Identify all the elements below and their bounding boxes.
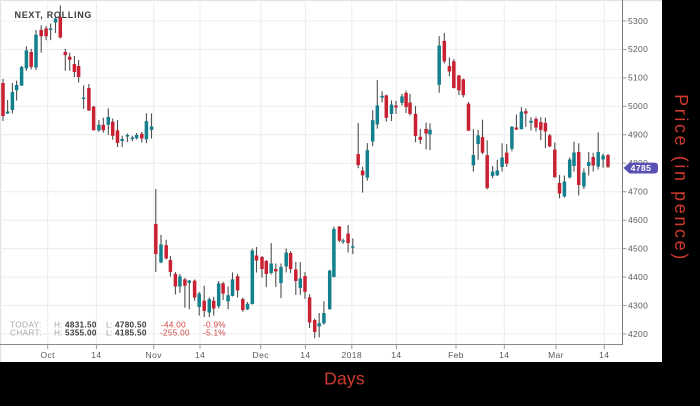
svg-text:4600: 4600 [628, 215, 648, 225]
svg-text:4300: 4300 [628, 300, 648, 310]
svg-text:4185.50: 4185.50 [115, 329, 147, 338]
svg-text:14: 14 [91, 350, 101, 360]
svg-text:14: 14 [195, 350, 205, 360]
svg-text:5100: 5100 [628, 73, 648, 83]
svg-text:5000: 5000 [628, 101, 648, 111]
svg-text:14: 14 [599, 350, 609, 360]
svg-text:4900: 4900 [628, 130, 648, 140]
svg-text:4831.50: 4831.50 [65, 320, 97, 329]
svg-text:Mar: Mar [548, 350, 564, 360]
svg-text:Price (in pence): Price (in pence) [671, 94, 691, 262]
svg-text:4700: 4700 [628, 187, 648, 197]
svg-text:4400: 4400 [628, 272, 648, 282]
svg-text:5200: 5200 [628, 44, 648, 54]
svg-text:Oct: Oct [40, 350, 55, 360]
svg-text:4780.50: 4780.50 [115, 320, 147, 329]
svg-text:14: 14 [499, 350, 509, 360]
svg-text:-255.00: -255.00 [160, 329, 190, 338]
svg-text:14: 14 [391, 350, 401, 360]
svg-text:4200: 4200 [628, 329, 648, 339]
svg-text:-0.9%: -0.9% [203, 320, 226, 329]
svg-text:-44.00: -44.00 [161, 320, 186, 329]
svg-text:Nov: Nov [146, 350, 163, 360]
svg-text:H:: H: [54, 329, 62, 338]
svg-text:H:: H: [54, 320, 62, 329]
svg-text:4500: 4500 [628, 243, 648, 253]
svg-text:CHART:: CHART: [10, 329, 42, 338]
svg-text:2018: 2018 [342, 350, 363, 360]
svg-text:L:: L: [106, 329, 113, 338]
svg-text:4785: 4785 [631, 163, 652, 173]
svg-text:5300: 5300 [628, 16, 648, 26]
svg-text:5355.00: 5355.00 [65, 329, 97, 338]
svg-text:L:: L: [106, 320, 113, 329]
svg-text:-5.1%: -5.1% [203, 329, 226, 338]
svg-text:NEXT, ROLLING: NEXT, ROLLING [15, 10, 93, 20]
svg-text:Days: Days [324, 369, 365, 389]
svg-text:14: 14 [300, 350, 310, 360]
svg-text:Feb: Feb [448, 350, 464, 360]
svg-text:TODAY:: TODAY: [10, 320, 42, 329]
svg-text:Dec: Dec [253, 350, 270, 360]
